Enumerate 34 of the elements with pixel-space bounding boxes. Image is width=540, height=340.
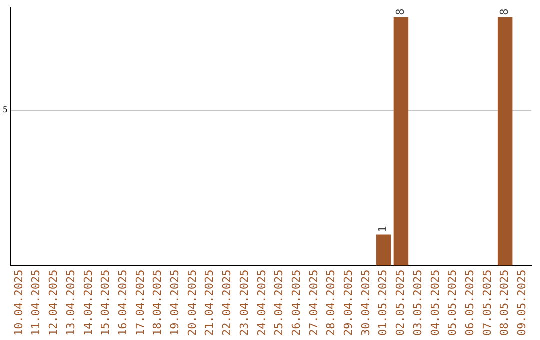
- x-tick-label: 11.04.2025: [30, 270, 43, 336]
- x-tick-label: 17.04.2025: [134, 270, 147, 336]
- x-tick-label: 07.05.2025: [480, 270, 494, 336]
- x-tick-label: 01.05.2025: [376, 270, 390, 336]
- data-label: 1: [376, 226, 390, 233]
- x-tick-label: 19.04.2025: [168, 270, 182, 336]
- x-tick-label: 10.04.2025: [12, 270, 26, 336]
- x-tick-label: 02.05.2025: [394, 270, 408, 336]
- x-tick-label: 29.04.2025: [342, 270, 356, 336]
- x-tick-label: 26.04.2025: [290, 270, 303, 336]
- x-tick-label: 16.04.2025: [116, 270, 130, 336]
- x-tick-label: 06.05.2025: [463, 270, 476, 336]
- x-tick-label: 09.05.2025: [516, 270, 529, 336]
- x-tick-label: 24.04.2025: [255, 270, 268, 336]
- x-tick-label: 23.04.2025: [238, 270, 251, 336]
- x-tick-label: 04.05.2025: [428, 270, 442, 336]
- data-label: 8: [394, 8, 408, 16]
- x-tick-label: 14.04.2025: [82, 270, 95, 336]
- x-tick-label: 27.04.2025: [307, 270, 320, 336]
- data-label: 8: [498, 8, 512, 16]
- x-tick-label: 05.05.2025: [446, 270, 460, 336]
- x-tick-label: 08.05.2025: [498, 270, 512, 336]
- x-tick-label: 15.04.2025: [99, 270, 112, 336]
- x-tick-label: 22.04.2025: [220, 270, 234, 336]
- x-tick-label: 28.04.2025: [324, 270, 338, 336]
- x-tick-label: 12.04.2025: [47, 270, 60, 336]
- x-tick-label: 21.04.2025: [203, 270, 216, 336]
- x-tick-label: 18.04.2025: [151, 270, 164, 336]
- x-tick-label: 03.05.2025: [411, 270, 424, 336]
- y-tick-label: 5: [2, 106, 8, 115]
- x-tick-label: 25.04.2025: [272, 270, 286, 336]
- x-tick-label: 13.04.2025: [64, 270, 78, 336]
- x-tick-label: 30.04.2025: [359, 270, 372, 336]
- x-tick-label: 20.04.2025: [186, 270, 199, 336]
